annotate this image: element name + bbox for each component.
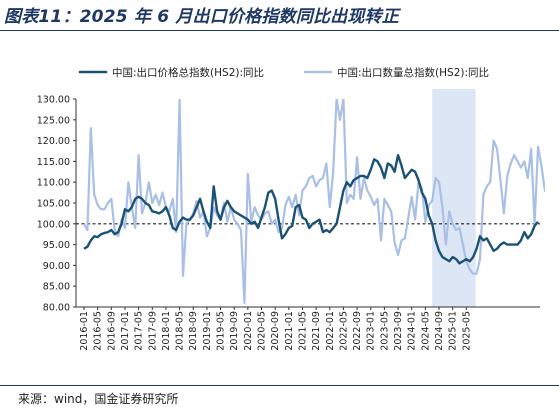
x-tick-label: 2025-05 bbox=[461, 311, 472, 351]
y-tick-label: 105.00 bbox=[37, 199, 70, 210]
chart-title: 图表11：2025 年 6 月出口价格指数同比出现转正 bbox=[4, 7, 399, 27]
x-tick-label: 2021-09 bbox=[311, 311, 322, 351]
source-divider bbox=[0, 385, 559, 386]
y-tick-label: 85.00 bbox=[43, 282, 70, 293]
x-tick-label: 2024-05 bbox=[420, 311, 431, 351]
x-tick-label: 2016-09 bbox=[106, 311, 117, 351]
y-tick-label: 100.00 bbox=[37, 219, 70, 230]
line-chart: 80.00 85.00 90.00 95.00 100.00 105.00 110.00 11… bbox=[37, 66, 545, 351]
x-tick-label: 2020-01 bbox=[243, 311, 254, 351]
legend-item-export-price-index-label: 中国:出口价格总指数(HS2):同比 bbox=[112, 66, 264, 79]
y-tick-label: 120.00 bbox=[37, 136, 70, 147]
series-line-export-price-index bbox=[83, 153, 539, 265]
x-tick-label: 2022-05 bbox=[338, 311, 349, 351]
x-tick-label: 2022-09 bbox=[352, 311, 363, 351]
x-tick-label: 2025-01 bbox=[448, 311, 459, 351]
x-tick-label: 2018-05 bbox=[175, 311, 186, 351]
x-tick-label: 2019-09 bbox=[229, 311, 240, 351]
x-tick-label: 2022-01 bbox=[325, 311, 336, 351]
x-tick-label: 2019-01 bbox=[202, 311, 213, 351]
y-tick-label: 130.00 bbox=[37, 95, 70, 106]
source-note: 来源：wind，国金证券研究所 bbox=[18, 392, 179, 406]
x-tick-label: 2020-05 bbox=[257, 311, 268, 351]
y-tick-label: 90.00 bbox=[43, 261, 70, 272]
x-tick-label: 2021-05 bbox=[297, 311, 308, 351]
y-tick-label: 115.00 bbox=[37, 157, 70, 168]
x-tick-label: 2023-05 bbox=[379, 311, 390, 351]
series-line-export-volume-index bbox=[83, 99, 545, 304]
x-tick-label: 2017-09 bbox=[147, 311, 158, 351]
x-tick-label: 2016-05 bbox=[93, 311, 104, 351]
x-tick-label: 2020-09 bbox=[270, 311, 281, 351]
x-tick-label: 2017-05 bbox=[134, 311, 145, 351]
legend-item-export-volume-index-label: 中国:出口数量总指数(HS2):同比 bbox=[337, 66, 489, 79]
x-tick-label: 2024-01 bbox=[407, 311, 418, 351]
shaded-period bbox=[432, 89, 476, 307]
y-tick-label: 95.00 bbox=[43, 240, 70, 251]
x-tick-label: 2023-09 bbox=[393, 311, 404, 351]
x-tick-label: 2018-01 bbox=[161, 311, 172, 351]
x-tick-label: 2019-05 bbox=[216, 311, 227, 351]
x-tick-label: 2021-01 bbox=[284, 311, 295, 351]
y-tick-label: 125.00 bbox=[37, 115, 70, 126]
x-tick-label: 2024-09 bbox=[434, 311, 445, 351]
x-tick-label: 2018-09 bbox=[188, 311, 199, 351]
x-tick-label: 2023-01 bbox=[366, 311, 377, 351]
x-tick-label: 2017-01 bbox=[120, 311, 131, 351]
x-tick-label: 2016-01 bbox=[79, 311, 90, 351]
y-tick-label: 80.00 bbox=[43, 303, 70, 314]
title-divider bbox=[0, 30, 559, 31]
y-tick-label: 110.00 bbox=[37, 178, 70, 189]
